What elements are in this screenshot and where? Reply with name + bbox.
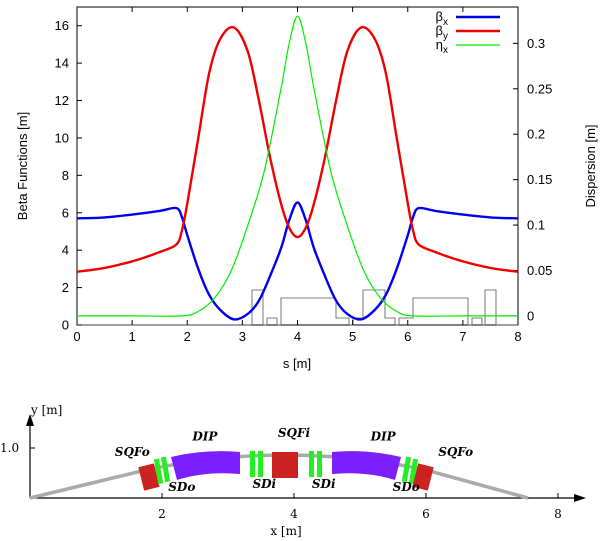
lattice-x-tick-label: 6 bbox=[422, 507, 430, 521]
magnet-sqfo-right bbox=[412, 463, 434, 491]
legend-label: βy bbox=[436, 23, 448, 42]
y-tick-label: 8 bbox=[62, 168, 69, 183]
lattice-element-label: SDo bbox=[393, 480, 420, 494]
lattice-x-tick-label: 2 bbox=[158, 507, 166, 521]
x-tick-label: 6 bbox=[404, 329, 411, 344]
x-axis-arrow-icon bbox=[574, 494, 586, 502]
lattice-element-label: SQFo bbox=[115, 445, 150, 459]
plot-frame bbox=[76, 6, 519, 326]
y-axis-arrow-icon bbox=[26, 414, 34, 426]
magnet-sdi-left bbox=[250, 451, 263, 477]
lattice-element-label: SDi bbox=[312, 477, 336, 491]
x-tick-label: 7 bbox=[459, 329, 466, 344]
lattice-tick-marks: 2 4 6 8 1.0 bbox=[0, 441, 562, 521]
series-line-beta-y bbox=[76, 25, 519, 273]
lattice-y-tick-label: 1.0 bbox=[0, 441, 19, 455]
legend-label: βx bbox=[436, 9, 448, 28]
magnet-dip-left bbox=[171, 451, 240, 480]
x-tick-label: 1 bbox=[129, 329, 136, 344]
magnet-sqfi bbox=[272, 452, 298, 478]
x-tick-label: 5 bbox=[349, 329, 356, 344]
y2-tick-label: 0.3 bbox=[527, 36, 545, 51]
lattice-element-label: SDo bbox=[168, 480, 195, 494]
y-tick-label: 6 bbox=[62, 205, 69, 220]
x-axis-label: s [m] bbox=[283, 356, 311, 371]
y2-axis-label: Dispersion [m] bbox=[583, 124, 598, 207]
series-lines bbox=[76, 15, 519, 321]
x-tick-label: 8 bbox=[514, 329, 521, 344]
x-axis bbox=[30, 494, 586, 502]
y-axis-label: Beta Functions [m] bbox=[15, 112, 30, 220]
y2-tick-label: 0.1 bbox=[527, 218, 545, 233]
y-tick-label: 12 bbox=[55, 93, 69, 108]
lattice-element-label: SDi bbox=[252, 477, 276, 491]
magnet-sdo-right bbox=[401, 456, 419, 485]
y-tick-label: 14 bbox=[55, 56, 69, 71]
legend-label: ηx bbox=[436, 37, 448, 56]
lattice-element-labels: SQFo SDo DIP SQFi SDi SDi DIP SQFo SDo bbox=[115, 426, 473, 494]
y2-tick-label: 0 bbox=[527, 308, 534, 323]
lattice-element-label: SQFi bbox=[278, 426, 311, 440]
y-tick-labels: 0 2 4 6 8 10 12 14 16 bbox=[55, 18, 69, 332]
y-tick-label: 16 bbox=[55, 18, 69, 33]
x-tick-label: 0 bbox=[73, 329, 80, 344]
y-tick-label: 4 bbox=[62, 243, 69, 258]
x-tick-label: 2 bbox=[184, 329, 191, 344]
magnet-sdo-left bbox=[153, 456, 171, 485]
lattice-layout-outline bbox=[77, 289, 518, 326]
x-tick-labels: 0 1 2 3 4 5 6 7 8 bbox=[73, 329, 521, 344]
y2-tick-label: 0.25 bbox=[527, 81, 552, 96]
x-tick-label: 3 bbox=[239, 329, 246, 344]
series-line-eta-x bbox=[76, 15, 518, 317]
magnet-dip-right bbox=[332, 451, 401, 480]
lattice-element-label: SQFo bbox=[438, 445, 473, 459]
lattice-x-tick-label: 4 bbox=[290, 507, 298, 521]
lattice-x-tick-label: 8 bbox=[554, 507, 562, 521]
lattice-element-label: DIP bbox=[370, 430, 397, 444]
y2-tick-label: 0.05 bbox=[527, 263, 552, 278]
y-axis bbox=[26, 414, 34, 498]
tick-marks bbox=[76, 7, 519, 326]
lattice-x-axis-label: x [m] bbox=[270, 524, 301, 538]
series-line-beta-x bbox=[76, 201, 519, 321]
lattice-element-label: DIP bbox=[191, 430, 218, 444]
y-tick-label: 0 bbox=[62, 318, 69, 333]
y-tick-label: 10 bbox=[55, 130, 69, 145]
x-tick-label: 4 bbox=[294, 329, 301, 344]
y2-tick-label: 0.15 bbox=[527, 172, 552, 187]
y2-tick-label: 0.2 bbox=[527, 127, 545, 142]
y2-tick-labels: 0 0.05 0.1 0.15 0.2 0.25 0.3 bbox=[527, 36, 552, 324]
y-tick-label: 2 bbox=[62, 280, 69, 295]
magnet-sqfo-left bbox=[138, 463, 160, 491]
magnet-sdi-right bbox=[309, 451, 322, 477]
lattice-y-axis-label: y [m] bbox=[30, 403, 62, 417]
lattice-layout-boxes bbox=[77, 289, 518, 326]
